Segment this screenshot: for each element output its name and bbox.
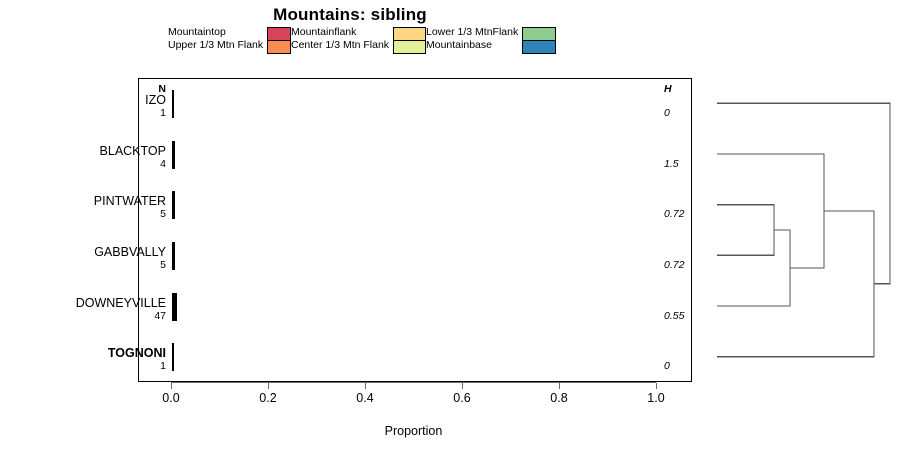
page-title: Mountains: sibling xyxy=(273,5,427,24)
dendrogram xyxy=(706,78,896,382)
bar-segment-mountaintop[interactable] xyxy=(172,343,174,372)
bar-row-h-value: 0 xyxy=(664,107,670,119)
x-axis-tick-label: 0.6 xyxy=(453,391,471,405)
dendrogram-svg xyxy=(717,102,891,358)
bar-row-h-value: 0.55 xyxy=(664,309,685,322)
x-axis-tick-label: 0.8 xyxy=(550,391,568,405)
bar-track xyxy=(172,343,657,372)
legend-swatch-mountainflank xyxy=(394,28,425,40)
legend-swatch-lower-third-mtn-flank xyxy=(523,28,555,40)
bar-row: IZO 1 0 xyxy=(145,79,670,130)
bar-row: BLACKTOP 4 1.5 xyxy=(100,130,679,181)
legend-swatch-mountaintop xyxy=(268,28,290,40)
legend-label-upper-third-mtn-flank: Upper 1/3 Mtn Flank xyxy=(168,39,264,51)
bar-row-label-downeyville: DOWNEYVILLE xyxy=(75,295,166,310)
bar-row-label-gabbvally: GABBVALLY xyxy=(94,245,166,259)
bar-stack[interactable] xyxy=(172,140,175,169)
bar-row: PINTWATER 5 0.72 xyxy=(94,180,684,231)
legend-labels: Lower 1/3 MtnFlank Mountainbase xyxy=(426,26,518,52)
dendrogram-link-izo-root xyxy=(717,102,891,285)
bar-row-n-value: 1 xyxy=(160,360,166,373)
dendrogram-link-pintwater-gabbvally xyxy=(717,204,775,256)
x-axis: 0.0 0.2 0.4 0.6 0.8 1.0 xyxy=(162,382,665,405)
bar-row-h-value: 0.72 xyxy=(664,259,685,271)
legend-label-mountainbase: Mountainbase xyxy=(426,39,492,51)
bar-row-n-value: 1 xyxy=(160,107,166,119)
bar-row-n-value: 5 xyxy=(160,259,166,271)
bar-segment-mountainflank[interactable] xyxy=(173,242,175,270)
dendrogram-link-a-downeyville xyxy=(717,229,791,307)
legend-column: Mountainflank Center 1/3 Mtn Flank xyxy=(291,26,426,62)
bar-row-label-pintwater: PINTWATER xyxy=(93,194,166,209)
x-axis-line xyxy=(171,382,656,383)
bar-row: TOGNONI 1 0 xyxy=(108,332,670,383)
x-axis-tick-label: 0.4 xyxy=(356,391,374,405)
bar-track xyxy=(172,191,657,220)
legend-labels: Mountainflank Center 1/3 Mtn Flank xyxy=(291,26,389,52)
legend-labels: Mountaintop Upper 1/3 Mtn Flank xyxy=(168,26,263,52)
legend-label-center-third-mtn-flank: Center 1/3 Mtn Flank xyxy=(291,39,390,51)
bar-row-n-value: 4 xyxy=(160,157,166,170)
bar-stack[interactable] xyxy=(172,242,175,270)
bar-row-h-value: 1.5 xyxy=(664,157,679,170)
x-axis-tick xyxy=(462,383,463,389)
legend-swatch-group xyxy=(522,27,556,54)
column-header-n: N xyxy=(158,83,166,95)
bar-row-n-value: 5 xyxy=(160,208,166,221)
bar-stack[interactable] xyxy=(172,191,175,220)
bar-row-n-value: 47 xyxy=(154,309,166,322)
bar-row-label-tognoni: TOGNONI xyxy=(107,346,166,361)
bar-segment-mountainbase[interactable] xyxy=(172,90,174,118)
legend-swatch-mountainbase xyxy=(523,40,555,53)
chart-legend: Mountaintop Upper 1/3 Mtn Flank Mountain… xyxy=(168,26,668,62)
bar-track xyxy=(172,292,657,321)
bar-track xyxy=(172,140,657,169)
bar-segment-lower-1-3-mtnflank[interactable] xyxy=(173,191,175,220)
legend-swatch-group xyxy=(267,27,291,54)
stacked-bar-chart-panel: N H IZO 1 0 BLACKTOP 4 1.5 PINTWATER 5 0.72 GABBV… xyxy=(76,78,692,383)
dendrogram-link-blacktop-b xyxy=(717,153,825,269)
legend-label-lower-third-mtn-flank: Lower 1/3 MtnFlank xyxy=(426,26,519,38)
bar-track xyxy=(172,242,657,270)
bar-row-h-value: 0 xyxy=(664,360,670,373)
bar-row: DOWNEYVILLE 47 0.55 xyxy=(76,282,684,333)
bar-row-label-izo: IZO xyxy=(145,93,166,107)
bar-stack[interactable] xyxy=(172,90,174,118)
legend-swatch-group xyxy=(393,27,426,54)
x-axis-tick xyxy=(171,383,172,389)
bar-track xyxy=(172,90,657,118)
x-axis-tick-label: 0.0 xyxy=(162,391,180,405)
x-axis-tick xyxy=(365,383,366,389)
x-axis-tick xyxy=(656,383,657,389)
legend-label-mountaintop: Mountaintop xyxy=(168,26,226,38)
x-axis-tick xyxy=(559,383,560,389)
legend-column: Mountaintop Upper 1/3 Mtn Flank xyxy=(168,26,291,62)
legend-swatch-upper-third-mtn-flank xyxy=(268,40,290,53)
x-axis-title: Proportion xyxy=(384,424,443,438)
legend-column: Lower 1/3 MtnFlank Mountainbase xyxy=(426,26,556,62)
dendrogram-links xyxy=(717,102,891,358)
x-axis-tick-label: 1.0 xyxy=(647,391,665,405)
column-header-h: H xyxy=(664,83,672,95)
bar-row-label-blacktop: BLACKTOP xyxy=(99,143,166,158)
x-axis-tick-label: 0.2 xyxy=(259,391,277,405)
bar-stack[interactable] xyxy=(172,343,174,372)
bar-row: GABBVALLY 5 0.72 xyxy=(94,231,684,282)
bar-segment-center-1-3-mtn-flank[interactable] xyxy=(175,292,177,321)
bar-stack[interactable] xyxy=(172,292,177,321)
x-axis-tick xyxy=(268,383,269,389)
bar-row-h-value: 0.72 xyxy=(664,208,685,221)
bar-segment-lower-1-3-mtnflank[interactable] xyxy=(173,140,175,169)
legend-swatch-center-third-mtn-flank xyxy=(394,40,425,53)
legend-label-mountainflank: Mountainflank xyxy=(291,26,357,38)
bar-plot-area: N H IZO 1 0 BLACKTOP 4 1.5 PINTWATER 5 0.72 GABBV… xyxy=(76,79,685,383)
dendrogram-link-c-tognoni xyxy=(717,210,875,358)
